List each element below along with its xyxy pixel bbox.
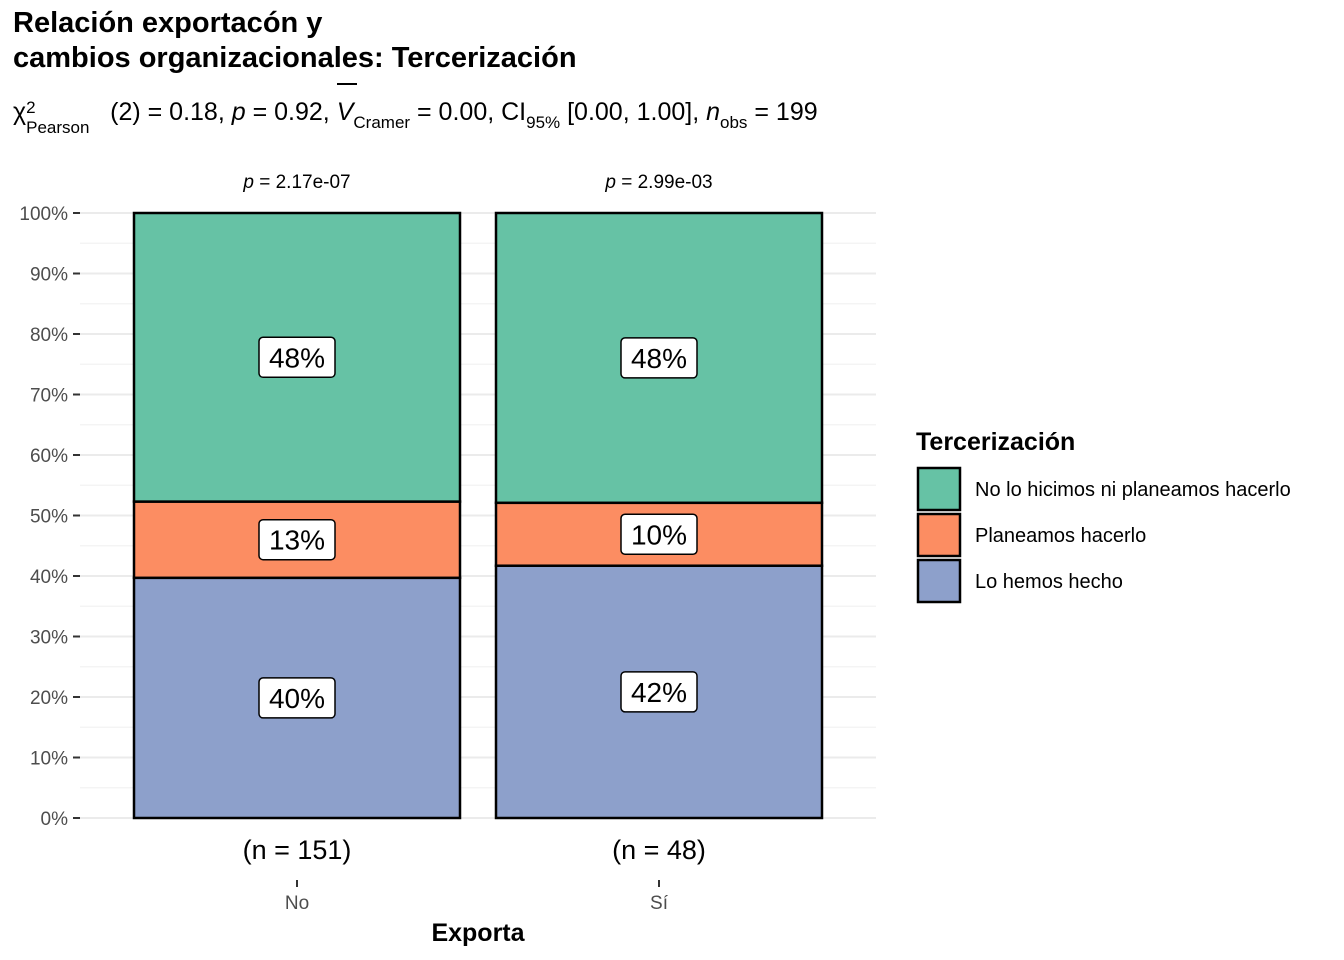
segment-label-box (620, 671, 698, 713)
segment-label: 42% (631, 677, 687, 708)
v-symbol: V (336, 83, 357, 134)
x-axis-title: Exporta (431, 919, 525, 947)
chi-value: (2) = 0.18, (110, 98, 225, 126)
chart-subtitle: χ 2 Pearson (2) = 0.18, p = 0.92, VCramer =… (13, 83, 818, 137)
p-value-label: p = 2.17e-07 (242, 172, 350, 193)
chart-title-line1: Relación exportacón y (13, 7, 323, 39)
segment-label-box (620, 337, 698, 379)
segment-label: 48% (631, 343, 687, 374)
y-tick-label: 90% (30, 265, 68, 286)
y-tick-label: 20% (30, 688, 68, 709)
chart-title-line2: cambios organizacionales: Tercerización (13, 42, 577, 74)
y-tick-label: 70% (30, 386, 68, 407)
chi-sub: Pearson (26, 118, 90, 137)
legend-title: Tercerización (916, 428, 1075, 456)
y-tick-label: 40% (30, 567, 68, 588)
ci-sub: 95% (526, 113, 561, 132)
n-value: = 199 (754, 98, 818, 126)
segment-label-box (258, 336, 336, 379)
p-value: = 0.92, (252, 98, 330, 126)
segment-label-box (258, 518, 336, 561)
legend: Tercerización No lo hicimos ni planeamos… (916, 428, 1291, 604)
p-symbol: p (231, 98, 246, 126)
p-value-label: p = 2.99e-03 (604, 172, 712, 193)
chart-title: Relación exportacón y cambios organizaci… (13, 6, 577, 76)
n-count-label: (n = 48) (612, 835, 706, 865)
y-tick-label: 10% (30, 749, 68, 770)
legend-label: Planeamos hacerlo (975, 525, 1146, 547)
segment-label: 40% (269, 683, 325, 714)
segment-label: 10% (631, 519, 687, 550)
y-axis: 0% 10% 20% 30% 40% 50% 60% 70% 80% 90% 100% (19, 204, 80, 830)
x-axis: (n = 151) No (n = 48) Sí (243, 835, 706, 914)
n-sub: obs (720, 113, 748, 132)
legend-swatch (916, 466, 962, 512)
chi-scripts: 2 Pearson (26, 90, 110, 137)
ci-value: [0.00, 1.00], (567, 98, 700, 126)
y-tick-label: 100% (19, 204, 68, 225)
legend-swatch (916, 512, 962, 558)
x-tick-label: No (285, 893, 309, 914)
y-tick-label: 60% (30, 446, 68, 467)
chi-sup: 2 (26, 98, 36, 117)
segment-label-box (258, 677, 336, 719)
segment-label: 48% (269, 342, 325, 373)
x-tick-label: Sí (650, 893, 669, 914)
segment-label: 13% (269, 525, 325, 556)
n-count-label: (n = 151) (243, 835, 352, 865)
chi-symbol: χ (13, 98, 27, 126)
v-value: = 0.00, CI (417, 98, 527, 126)
segment-labels: 40% 13% 48% p = 2.17e-07 42% 10% 48% p = 2.99e-… (242, 172, 713, 719)
y-tick-label: 80% (30, 325, 68, 346)
legend-swatch (916, 558, 962, 604)
segment-label-box (620, 513, 698, 556)
y-tick-label: 50% (30, 507, 68, 528)
v-sub: Cramer (353, 113, 411, 132)
legend-label: Lo hemos hecho (975, 571, 1123, 593)
legend-label: No lo hicimos ni planeamos hacerlo (975, 479, 1291, 501)
y-tick-label: 30% (30, 628, 68, 649)
y-tick-label: 0% (41, 809, 69, 830)
n-symbol: n (706, 98, 721, 126)
